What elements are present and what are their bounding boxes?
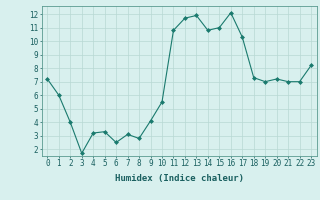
X-axis label: Humidex (Indice chaleur): Humidex (Indice chaleur) <box>115 174 244 183</box>
